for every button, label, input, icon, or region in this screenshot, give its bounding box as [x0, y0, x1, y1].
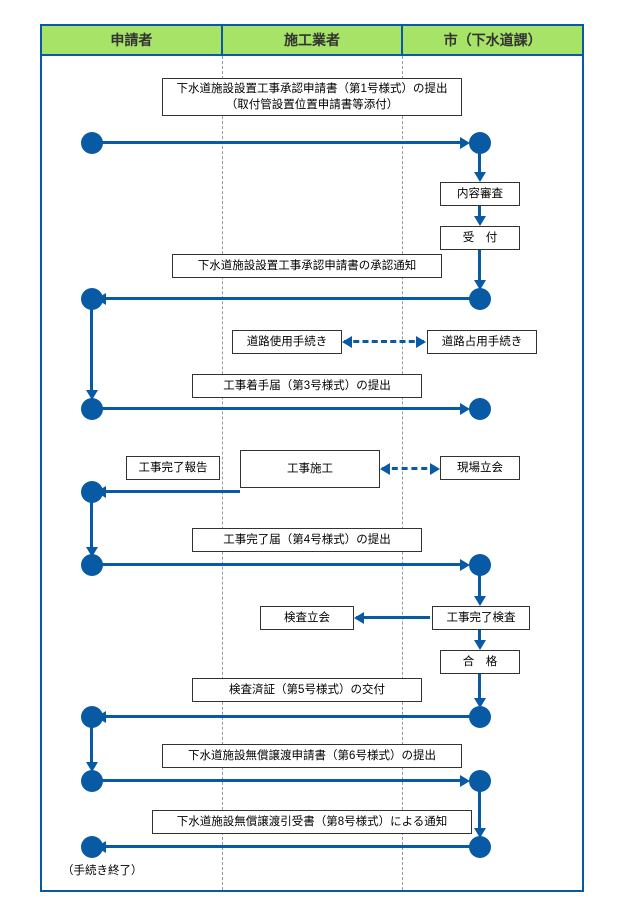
box-completion-notice: 工事完了届（第4号様式）の提出: [192, 528, 422, 552]
node-city-2: [469, 288, 491, 310]
box-application-submit: 下水道施設設置工事承認申請書（第1号様式）の提出 （取付管設置位置申請書等添付）: [162, 78, 462, 116]
arrowd-c5: [474, 596, 486, 606]
arrow-3: [102, 407, 462, 410]
node-city-6: [469, 706, 491, 728]
line-v-c1: [478, 152, 481, 174]
box-transfer-notice: 下水道施設無償譲渡引受書（第8号様式）による通知: [152, 810, 472, 834]
line-v-c8: [478, 790, 481, 830]
arrow-2: [104, 297, 470, 300]
header-row: 申請者 施工業者 市（下水道課）: [40, 24, 584, 56]
arrow-b9-to-a4: [104, 490, 240, 493]
line-v-c7: [478, 674, 481, 700]
box-inspection-attend: 検査立会: [260, 606, 354, 630]
line-v-a2: [90, 501, 93, 549]
node-applicant-3: [81, 398, 103, 420]
node-applicant-5: [81, 554, 103, 576]
node-city-7: [469, 770, 491, 792]
node-city-1: [469, 132, 491, 154]
end-label: （手続き終了）: [62, 862, 143, 878]
box-construction: 工事施工: [240, 450, 380, 488]
dashed-1-r: [416, 336, 426, 348]
arrow-b13-b12: [356, 616, 430, 619]
box-transfer-application: 下水道施設無償譲渡申請書（第6号様式）の提出: [162, 744, 462, 768]
line-v-c3: [478, 250, 481, 282]
header-col2: 施工業者: [223, 26, 404, 54]
node-city-5: [469, 554, 491, 576]
node-applicant-2: [81, 288, 103, 310]
box-approval-notice: 下水道施設設置工事承認申請書の承認通知: [172, 254, 442, 278]
dashed-1-l: [342, 336, 352, 348]
dashed-1: [344, 340, 424, 343]
box-completion-inspection: 工事完了検査: [432, 606, 530, 630]
node-applicant-1: [81, 132, 103, 154]
arrowhead-b13-l: [354, 612, 364, 624]
node-city-8: [469, 836, 491, 858]
node-applicant-6: [81, 706, 103, 728]
node-applicant-8: [81, 836, 103, 858]
line-v-a3: [90, 726, 93, 764]
box-start-notice: 工事着手届（第3号様式）の提出: [192, 374, 422, 398]
box-receipt: 受 付: [440, 226, 520, 250]
line-v-a1: [90, 308, 93, 392]
dashed-2: [382, 467, 437, 470]
node-city-3: [469, 398, 491, 420]
arrow-7: [102, 779, 462, 782]
arrow-8: [104, 845, 470, 848]
box-certificate: 検査済証（第5号様式）の交付: [192, 678, 422, 702]
arrow-1: [102, 141, 462, 144]
box-road-occupy: 道路占用手続き: [427, 330, 537, 354]
line-v-c5: [478, 574, 481, 598]
dashed-2-l: [380, 463, 390, 475]
arrowhead-b9-l: [96, 486, 106, 498]
arrowd-c2: [474, 216, 486, 226]
flowchart-container: 申請者 施工業者 市（下水道課） 下水道施設設置工事承認申請書（第1号様式）の提…: [0, 0, 624, 900]
box-site-visit: 現場立会: [440, 456, 520, 480]
box-road-use: 道路使用手続き: [232, 330, 342, 354]
arrow-5: [102, 563, 462, 566]
arrowd-c6: [474, 640, 486, 650]
node-applicant-7: [81, 770, 103, 792]
arrow-6: [104, 715, 470, 718]
lanes-body: 下水道施設設置工事承認申請書（第1号様式）の提出 （取付管設置位置申請書等添付）…: [40, 56, 584, 892]
header-col3: 市（下水道課）: [403, 26, 582, 54]
header-col1: 申請者: [42, 26, 223, 54]
arrowd-c1: [474, 172, 486, 182]
box-completion-report: 工事完了報告: [126, 456, 220, 480]
box-pass: 合 格: [440, 650, 520, 674]
box-review: 内容審査: [440, 182, 520, 206]
dashed-2-r: [430, 463, 440, 475]
